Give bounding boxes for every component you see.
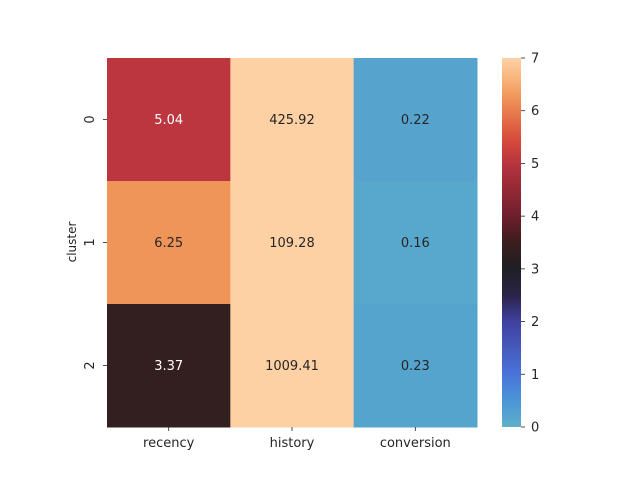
cell-value-label: 6.25 (154, 236, 183, 251)
cell-value-label: 1009.41 (265, 359, 319, 374)
colorbar-tick-label: 5 (531, 157, 539, 172)
cell-value-label: 5.04 (154, 113, 183, 128)
colorbar-gradient (502, 58, 521, 427)
heatmap-cells (107, 58, 478, 428)
colorbar-tick-label: 7 (531, 52, 539, 67)
heatmap-cell (230, 304, 355, 428)
y-axis-title: cluster (65, 222, 79, 263)
heatmap-cell (107, 304, 231, 428)
cell-value-label: 0.23 (401, 359, 430, 374)
cell-value-label: 0.16 (401, 236, 430, 251)
cell-value-label: 425.92 (269, 113, 315, 128)
heatmap-cell-labels: 5.04 425.92 0.22 6.25 109.28 0.16 3.37 1009.41 0… (154, 113, 430, 374)
heatmap-cell (230, 181, 355, 305)
x-tick-label: history (270, 436, 315, 451)
x-tick-label: recency (143, 436, 195, 451)
y-axis: 0 1 2 (83, 115, 107, 370)
colorbar-tick-label: 2 (531, 315, 539, 330)
colorbar: 0 1 2 3 4 5 6 7 (502, 52, 539, 436)
y-tick-label: 0 (83, 115, 98, 123)
heatmap-cell (353, 58, 478, 182)
heatmap-cell (107, 181, 231, 305)
cell-value-label: 3.37 (154, 359, 183, 374)
x-tick-label: conversion (380, 436, 451, 451)
colorbar-tick-label: 1 (531, 368, 539, 383)
colorbar-tick-label: 4 (531, 210, 539, 225)
heatmap-cell (107, 58, 231, 182)
heatmap-cell (353, 181, 478, 305)
colorbar-tick-label: 3 (531, 262, 539, 277)
colorbar-tick-label: 6 (531, 104, 539, 119)
heatmap-cell (230, 58, 355, 182)
cell-value-label: 0.22 (401, 113, 430, 128)
y-tick-label: 1 (83, 238, 98, 246)
cell-value-label: 109.28 (269, 236, 315, 251)
colorbar-tick-label: 0 (531, 421, 539, 436)
heatmap-cell (353, 304, 478, 428)
y-tick-label: 2 (83, 361, 98, 369)
x-axis: recency history conversion (143, 427, 451, 451)
